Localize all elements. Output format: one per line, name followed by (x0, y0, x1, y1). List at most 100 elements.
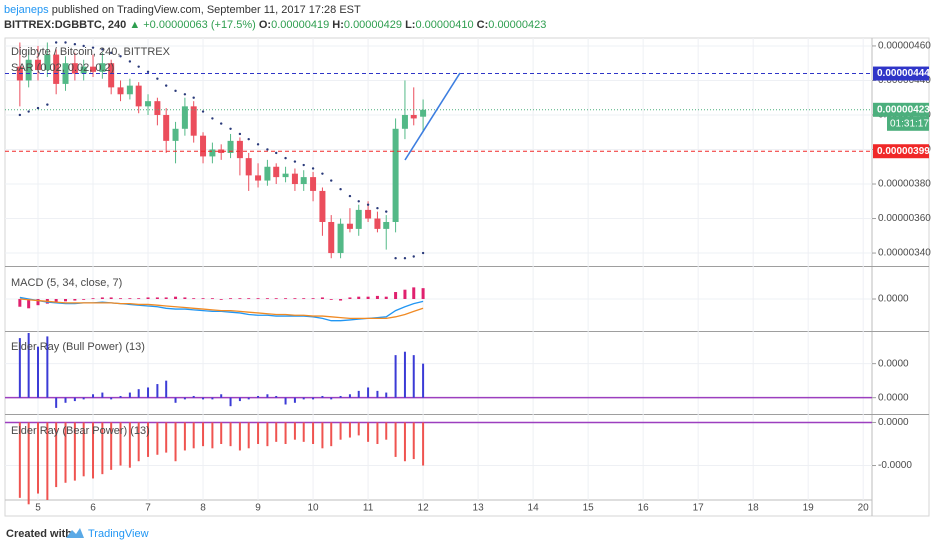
bar (422, 363, 425, 398)
bar (92, 422, 95, 479)
y-tick-label: 0.0000 (878, 358, 909, 369)
author[interactable]: bejaneps (4, 4, 49, 16)
histogram-bar (320, 297, 324, 299)
bar (275, 395, 278, 398)
sar-dot (339, 187, 342, 191)
sar-dot (36, 106, 40, 110)
histogram-bar (293, 298, 297, 300)
bar (312, 422, 315, 444)
bar (202, 422, 205, 447)
histogram-bar (27, 299, 31, 309)
bar (55, 397, 58, 408)
histogram-bar (247, 298, 251, 300)
sar-dot (385, 210, 388, 213)
sar-dot (366, 203, 370, 206)
candle-body (99, 63, 106, 72)
bar (55, 422, 58, 488)
candle-body (401, 114, 408, 129)
x-tick-label: 14 (528, 503, 540, 514)
bar (321, 422, 324, 449)
candle-body (163, 114, 170, 141)
histogram-bar (219, 299, 223, 300)
countdown-box (887, 116, 929, 131)
sar-dot (128, 60, 132, 63)
bar (302, 422, 305, 442)
histogram-bar (192, 298, 196, 300)
bar (367, 422, 370, 442)
bar (284, 397, 287, 405)
published: published on TradingView.com, September … (51, 4, 361, 16)
bar (37, 422, 40, 494)
histogram-bar (265, 298, 269, 300)
x-tick-label: 13 (473, 503, 485, 514)
histogram-bar (183, 297, 187, 299)
candle-body (227, 140, 234, 153)
bar (128, 422, 131, 468)
sar-dot (156, 77, 159, 80)
bar (174, 397, 177, 403)
brand[interactable]: TradingView (88, 528, 149, 540)
sar-dot (174, 89, 177, 93)
histogram-bar (109, 297, 113, 299)
bar (302, 397, 305, 400)
bar (165, 380, 168, 398)
histogram-bar (229, 298, 233, 300)
candle-body (282, 173, 289, 178)
y-tick-label: 0.00000440 (878, 75, 931, 86)
sar-dot (64, 41, 67, 44)
trend-line (404, 72, 461, 161)
bar (367, 387, 370, 398)
histogram-bar (119, 298, 123, 300)
x-tick-label: 16 (638, 503, 650, 514)
price-label-box (873, 144, 929, 159)
candle-body (374, 218, 381, 229)
candle-body (190, 106, 197, 136)
y-tick-label: 0.00000380 (878, 179, 931, 190)
sar-dot (91, 46, 95, 49)
sar-dot (101, 48, 104, 51)
histogram-bar (155, 297, 159, 299)
histogram-bar (146, 297, 150, 299)
candle-body (172, 128, 179, 141)
bar (220, 394, 223, 398)
bar (257, 395, 260, 398)
sar-dot (119, 55, 122, 58)
bar (403, 351, 406, 398)
sar-dot (82, 44, 85, 48)
indicator-title: SAR (0.02, 0.02, 0.2) (11, 62, 114, 74)
sar-dot (211, 117, 214, 120)
bar (183, 397, 186, 400)
bar (330, 422, 333, 447)
bar (229, 397, 232, 407)
y-tick-label: -0.0000 (878, 460, 912, 471)
sar-dot (302, 163, 305, 167)
bar (64, 422, 67, 483)
candle-body (273, 166, 280, 178)
sar-dot (27, 110, 30, 113)
histogram-bar (274, 298, 278, 300)
sar-dot (137, 65, 140, 68)
bar (321, 395, 324, 398)
sar-dot (321, 172, 324, 175)
candle-body (420, 109, 427, 117)
bar (73, 422, 76, 481)
bar (412, 355, 415, 398)
price-label: 0.00000399 (877, 146, 930, 157)
bar (192, 395, 195, 398)
candle-body (218, 149, 225, 153)
indicator-line (19, 296, 424, 322)
bar (128, 392, 131, 398)
y-tick-label: 0.0000 (878, 294, 909, 305)
sar-dot (266, 148, 269, 151)
logo (66, 528, 84, 538)
histogram-bar (64, 299, 68, 302)
x-tick-label: 11 (363, 503, 374, 514)
bar (266, 394, 269, 398)
bar (110, 422, 113, 470)
bar (92, 394, 95, 398)
x-tick-label: 20 (858, 503, 870, 514)
sar-dot (18, 113, 22, 117)
sar-dot (247, 137, 250, 141)
candle-body (44, 54, 51, 71)
pane-title: Digibyte / Bitcoin, 240, BITTREX (11, 46, 171, 58)
